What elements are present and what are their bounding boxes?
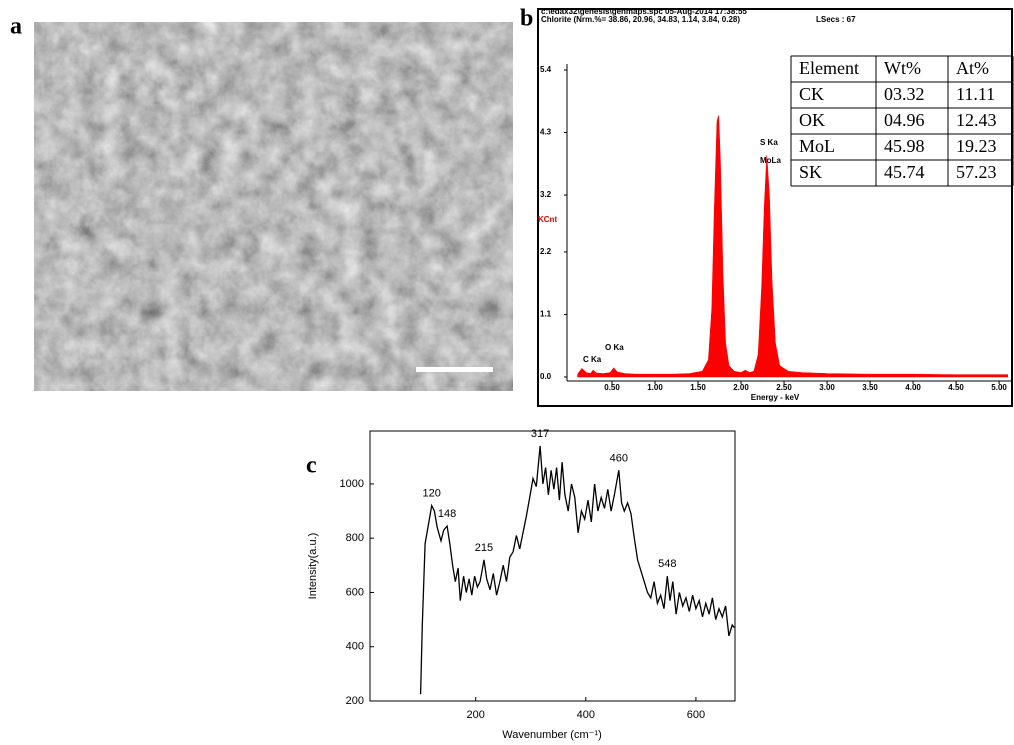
table-cell: 04.96	[884, 110, 925, 130]
table-cell: 11.11	[956, 84, 995, 104]
y-tick-label: 4.3	[540, 128, 552, 137]
y-tick-label: 400	[346, 641, 364, 653]
table-cell: 45.74	[884, 162, 925, 182]
table-cell: 19.23	[956, 136, 997, 156]
x-axis-label: Wavenumber (cm⁻¹)	[502, 729, 602, 741]
edx-header: c:\edax32\genesis\genmaps.spc 05-Aug-201…	[541, 7, 747, 16]
table-header: Wt%	[884, 58, 921, 78]
table-cell: OK	[799, 110, 825, 130]
peak-label: 317	[531, 428, 549, 440]
x-tick-label: 3.00	[819, 383, 835, 392]
peak-annotation: O Ka	[605, 343, 624, 352]
table-header: At%	[956, 58, 989, 78]
table-cell: 12.43	[956, 110, 997, 130]
y-tick-label: 1.1	[540, 310, 552, 319]
x-tick-label: 3.50	[862, 383, 878, 392]
x-tick-label: 200	[467, 709, 485, 721]
x-tick-label: 1.00	[647, 383, 663, 392]
panel-label: c	[306, 453, 317, 479]
peak-annotation: MoLa	[760, 156, 781, 165]
sem-texture	[34, 22, 513, 391]
y-tick-label: 600	[346, 586, 364, 598]
peak-annotation: S Ka	[760, 138, 778, 147]
edx-frame	[537, 8, 1013, 407]
y-tick-label: 2.2	[540, 247, 552, 256]
peak-label: 215	[475, 542, 493, 554]
peak-label: 548	[658, 558, 676, 570]
x-tick-label: 1.50	[690, 383, 706, 392]
table-cell: SK	[799, 162, 822, 182]
x-tick-label: 400	[577, 709, 595, 721]
scale-bar	[416, 367, 493, 372]
x-tick-label: 4.50	[948, 383, 964, 392]
x-tick-label: 2.50	[776, 383, 792, 392]
table-header: Element	[799, 58, 859, 78]
x-tick-label: 600	[687, 709, 705, 721]
panel-label: a	[10, 14, 22, 40]
y-axis-label: Intensity(a.u.)	[307, 533, 319, 600]
y-tick-label: 0.0	[540, 372, 552, 381]
edx-lsecs: LSecs : 67	[816, 15, 856, 24]
table-cell: CK	[799, 84, 824, 104]
x-axis-label: Energy - keV	[751, 393, 800, 402]
x-tick-label: 4.00	[905, 383, 921, 392]
edx-header: Chlorite (Nrm.%= 38.86, 20.96, 34.83, 1.…	[541, 15, 740, 24]
table-cell: 57.23	[956, 162, 997, 182]
table-cell: 45.98	[884, 136, 925, 156]
table-cell: 03.32	[884, 84, 925, 104]
spectrum-area	[577, 115, 1008, 378]
panel-label: b	[520, 6, 533, 32]
y-axis-label: KCnt	[538, 215, 557, 224]
raman-line	[419, 445, 735, 695]
peak-label: 148	[438, 508, 456, 520]
raman-frame	[369, 430, 736, 702]
y-tick-label: 1000	[340, 478, 364, 490]
peak-label: 120	[422, 488, 440, 500]
x-tick-label: 2.00	[733, 383, 749, 392]
y-tick-label: 5.4	[540, 65, 552, 74]
table-cell: MoL	[799, 136, 835, 156]
x-tick-label: 5.00	[991, 383, 1007, 392]
y-tick-label: 800	[346, 532, 364, 544]
y-tick-label: 200	[346, 695, 364, 707]
y-tick-label: 3.2	[540, 190, 552, 199]
x-tick-label: 0.50	[604, 383, 620, 392]
peak-label: 460	[610, 452, 628, 464]
peak-annotation: C Ka	[583, 355, 602, 364]
